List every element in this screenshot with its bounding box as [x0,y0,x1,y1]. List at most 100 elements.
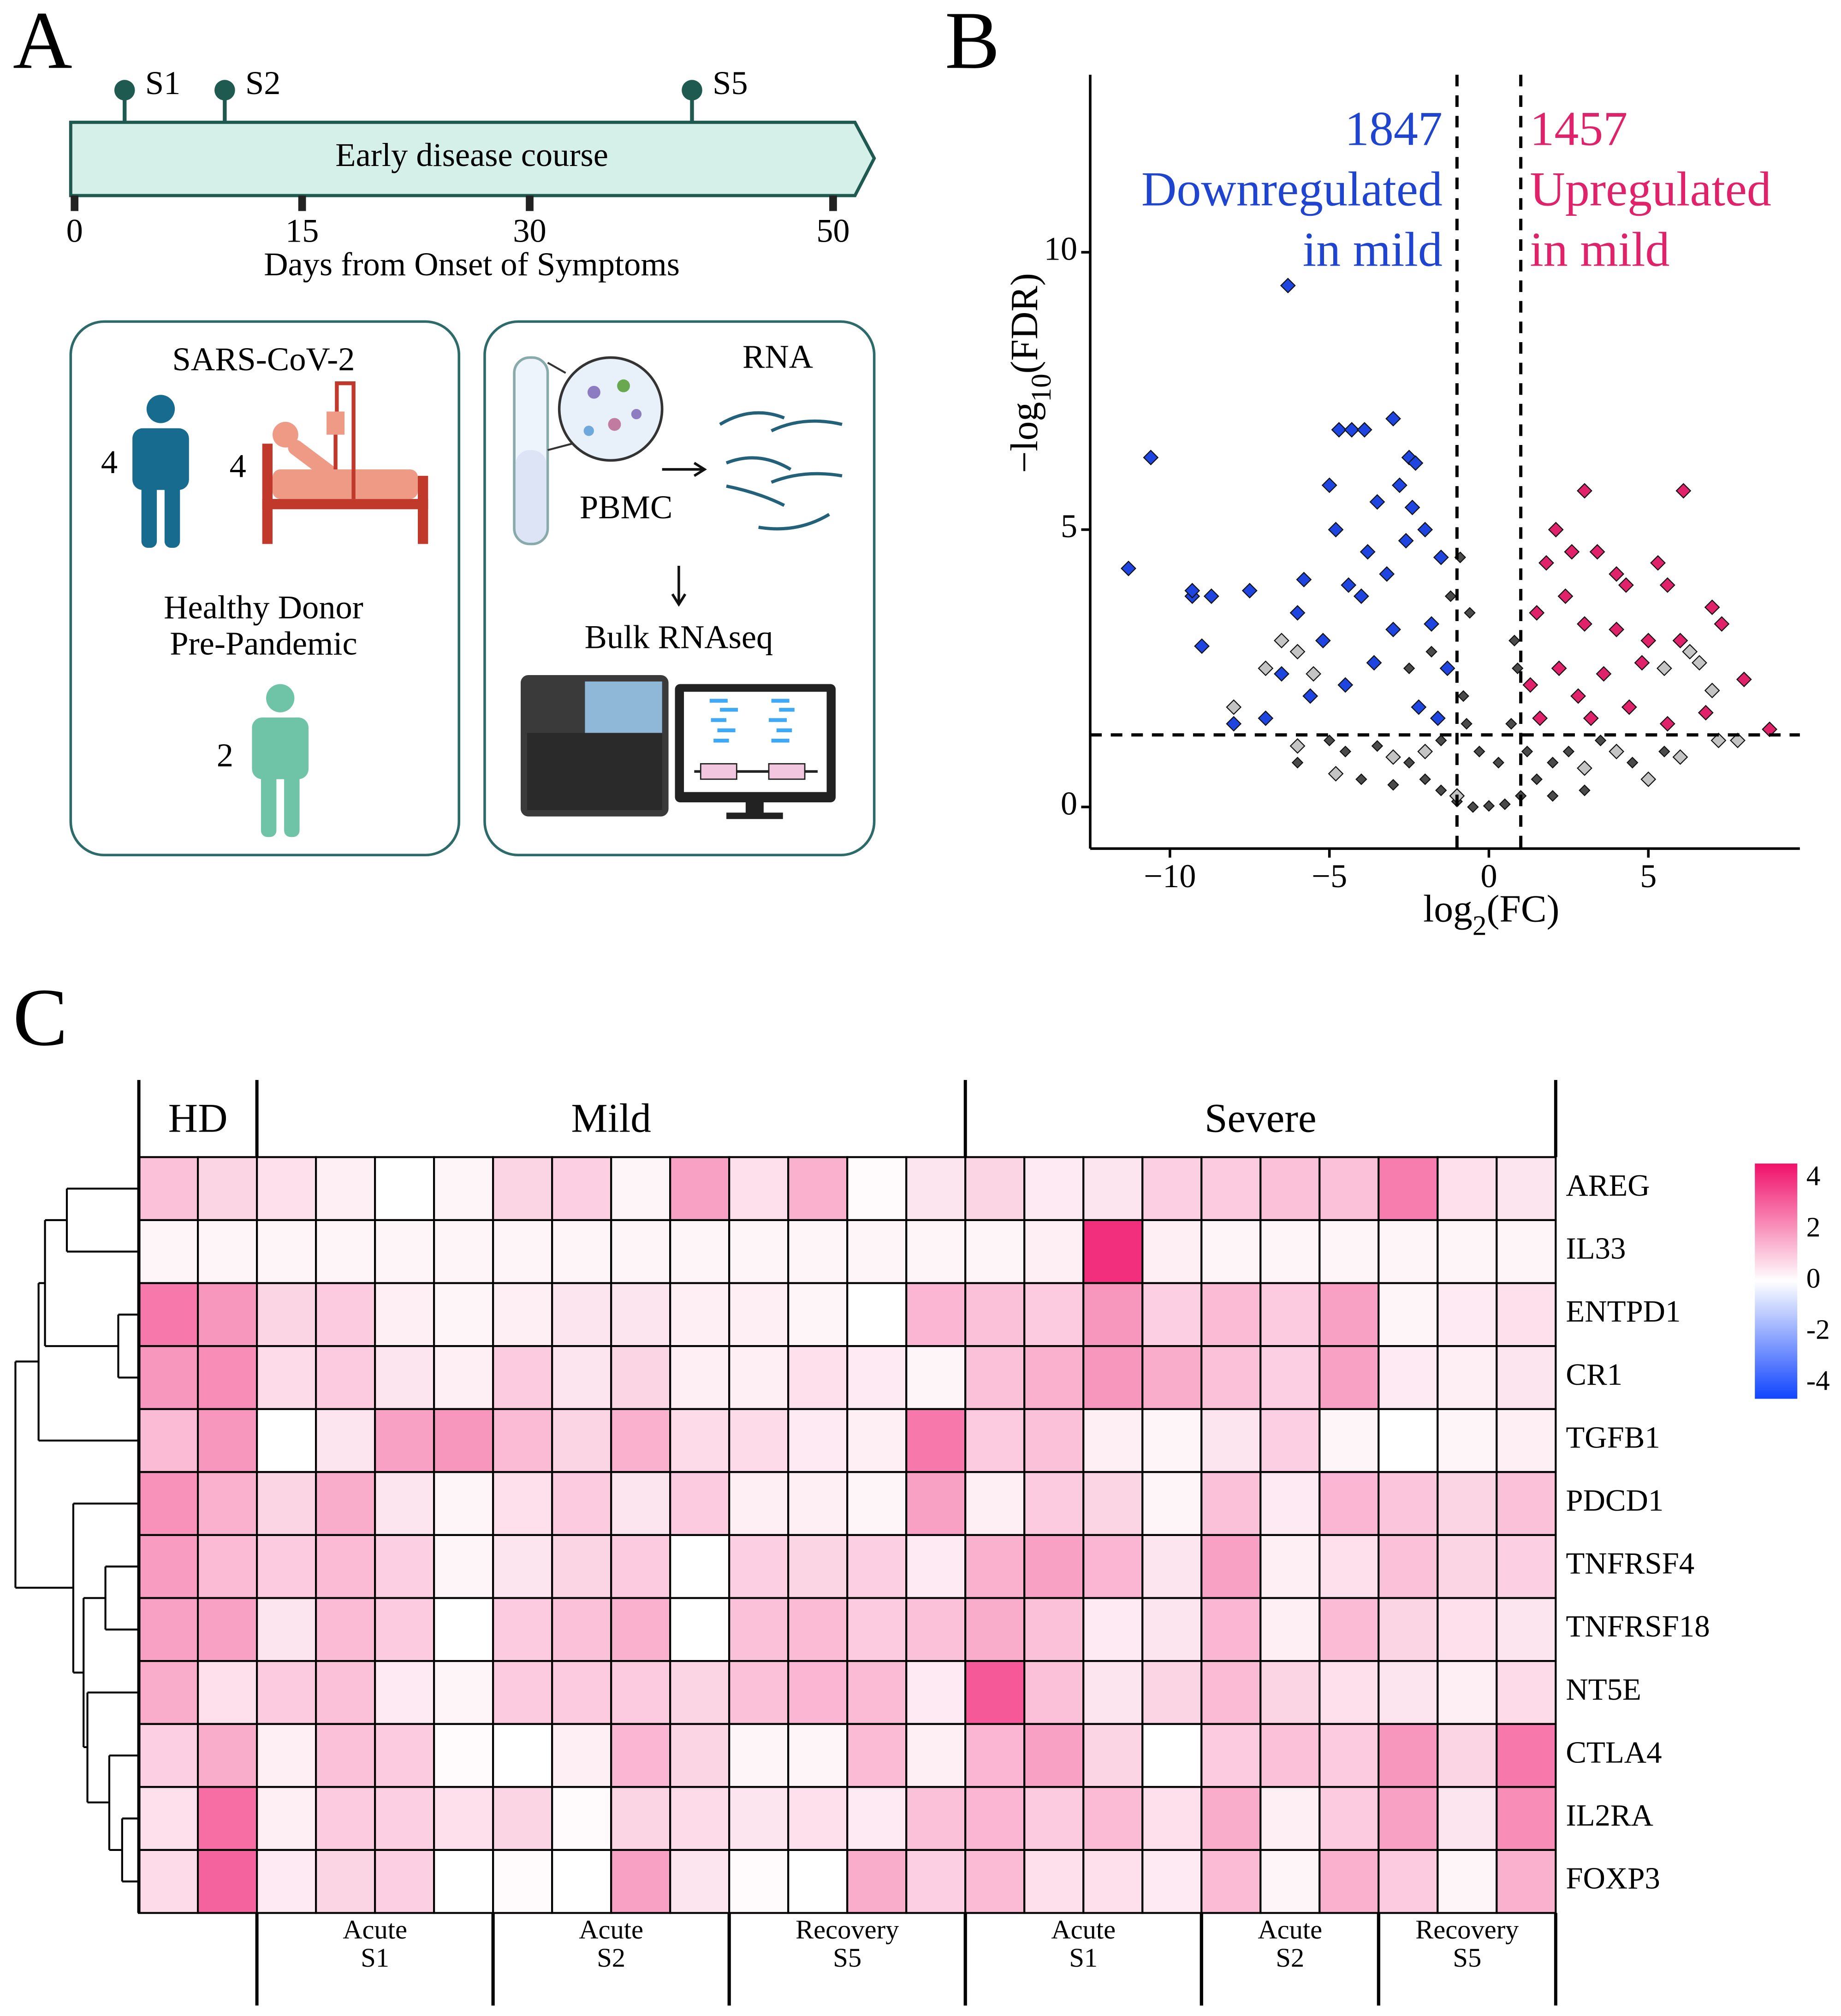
heatmap-cell [846,1408,908,1473]
heatmap-cell [433,1660,494,1725]
heatmap-cell [1318,1849,1380,1914]
heatmap-cell [1437,1597,1498,1662]
heatmap-cell [1023,1660,1085,1725]
heatmap-cell [610,1471,671,1536]
dendrogram [14,1187,139,1883]
point [1659,716,1675,732]
heatmap-cell [1259,1723,1321,1788]
point [1551,660,1567,676]
heatmap-cell [846,1849,908,1914]
heatmap-cell [196,1723,258,1788]
heatmap-cell [256,1597,317,1662]
timeline-title: Early disease course [335,136,608,173]
point [1704,599,1720,615]
heatmap-cell [1023,1534,1085,1599]
heatmap-cell [1082,1849,1144,1914]
heatmap-cell [669,1660,730,1725]
timeline-axis: 0 15 30 50 S1 S2 S5 [66,64,850,249]
heatmap-cell [669,1471,730,1536]
point [1203,588,1219,604]
heatmap-cell [905,1597,967,1662]
heatmap-cell [1437,1219,1498,1284]
heatmap-cell [1082,1534,1144,1599]
heatmap-cell [1200,1282,1262,1347]
heatmap-cell [787,1345,849,1410]
heatmap-cell [728,1345,790,1410]
heatmap-cell [1378,1471,1439,1536]
heatmap-cell [315,1471,376,1536]
point [1121,560,1136,576]
point [1328,522,1344,538]
heatmap-cell [492,1723,553,1788]
heatmap-cell [728,1534,790,1599]
heatmap-cell [1259,1597,1321,1662]
heatmap-cell [137,1156,199,1221]
heatmap-cell [846,1345,908,1410]
tick-label: 50 [816,212,849,249]
heatmap-cell [492,1849,553,1914]
heatmap-cell [1200,1471,1262,1536]
heatmap-cell [492,1345,553,1410]
point [1323,735,1336,747]
heatmap-cell [669,1723,730,1788]
heatmap-cell [669,1345,730,1410]
heatmap-cell [315,1849,376,1914]
colorbar-label: 0 [1806,1263,1821,1294]
sequencer-icon [521,675,836,819]
group-label: Recovery [1415,1915,1519,1945]
heatmap-cell [492,1660,553,1725]
timeline-arrow [69,120,876,197]
heatmap-cell [1141,1723,1203,1788]
workflow-box [483,320,876,857]
heatmap-cell [1200,1786,1262,1851]
heatmap-cell [374,1534,435,1599]
point [1547,757,1559,769]
heatmap-cell [787,1408,849,1473]
heatmap-cell [905,1786,967,1851]
point [1143,450,1159,466]
group-label: S2 [597,1943,625,1973]
point [1656,660,1672,676]
heatmap-cell [433,1282,494,1347]
heatmap-cell [728,1723,790,1788]
rna-label: RNA [742,338,813,375]
heatmap-cell [846,1723,908,1788]
row-label: IL2RA [1566,1798,1653,1832]
heatmap-cell [1378,1597,1439,1662]
axis-label-part: 10 [1026,374,1057,402]
point [1306,666,1322,682]
row-label: IL33 [1566,1232,1626,1266]
heatmap-cell [1141,1156,1203,1221]
heatmap-cell [787,1156,849,1221]
heatmap-cell [1141,1471,1203,1536]
heatmap-cell [1437,1786,1498,1851]
heatmap-cell [551,1723,612,1788]
heatmap-cell [1023,1345,1085,1410]
arrow [662,462,707,477]
heatmap-cell [610,1723,671,1788]
rna-strands [719,411,843,531]
heatmap-cell [787,1471,849,1536]
point [1464,607,1476,619]
heatmap-cell [551,1471,612,1536]
heatmap-cell [315,1408,376,1473]
heatmap-cell [846,1786,908,1851]
axis-label: log2(FC) [1423,888,1559,942]
row-label: AREG [1566,1168,1650,1203]
heatmap-cell [137,1408,199,1473]
heatmap-cell [1082,1282,1144,1347]
point [1532,710,1548,726]
heatmap-cell [610,1849,671,1914]
heatmap-cell [1378,1534,1439,1599]
heatmap-cell [1023,1282,1085,1347]
heatmap-cell [1082,1660,1144,1725]
sample-marker [214,80,235,101]
colorbar [1755,1163,1798,1399]
heatmap-cell [551,1786,612,1851]
heatmap-cell [1437,1660,1498,1725]
pbmc-label: PBMC [580,488,672,526]
point [1366,655,1382,671]
heatmap-cell [1259,1282,1321,1347]
heatmap-cell [1259,1156,1321,1221]
